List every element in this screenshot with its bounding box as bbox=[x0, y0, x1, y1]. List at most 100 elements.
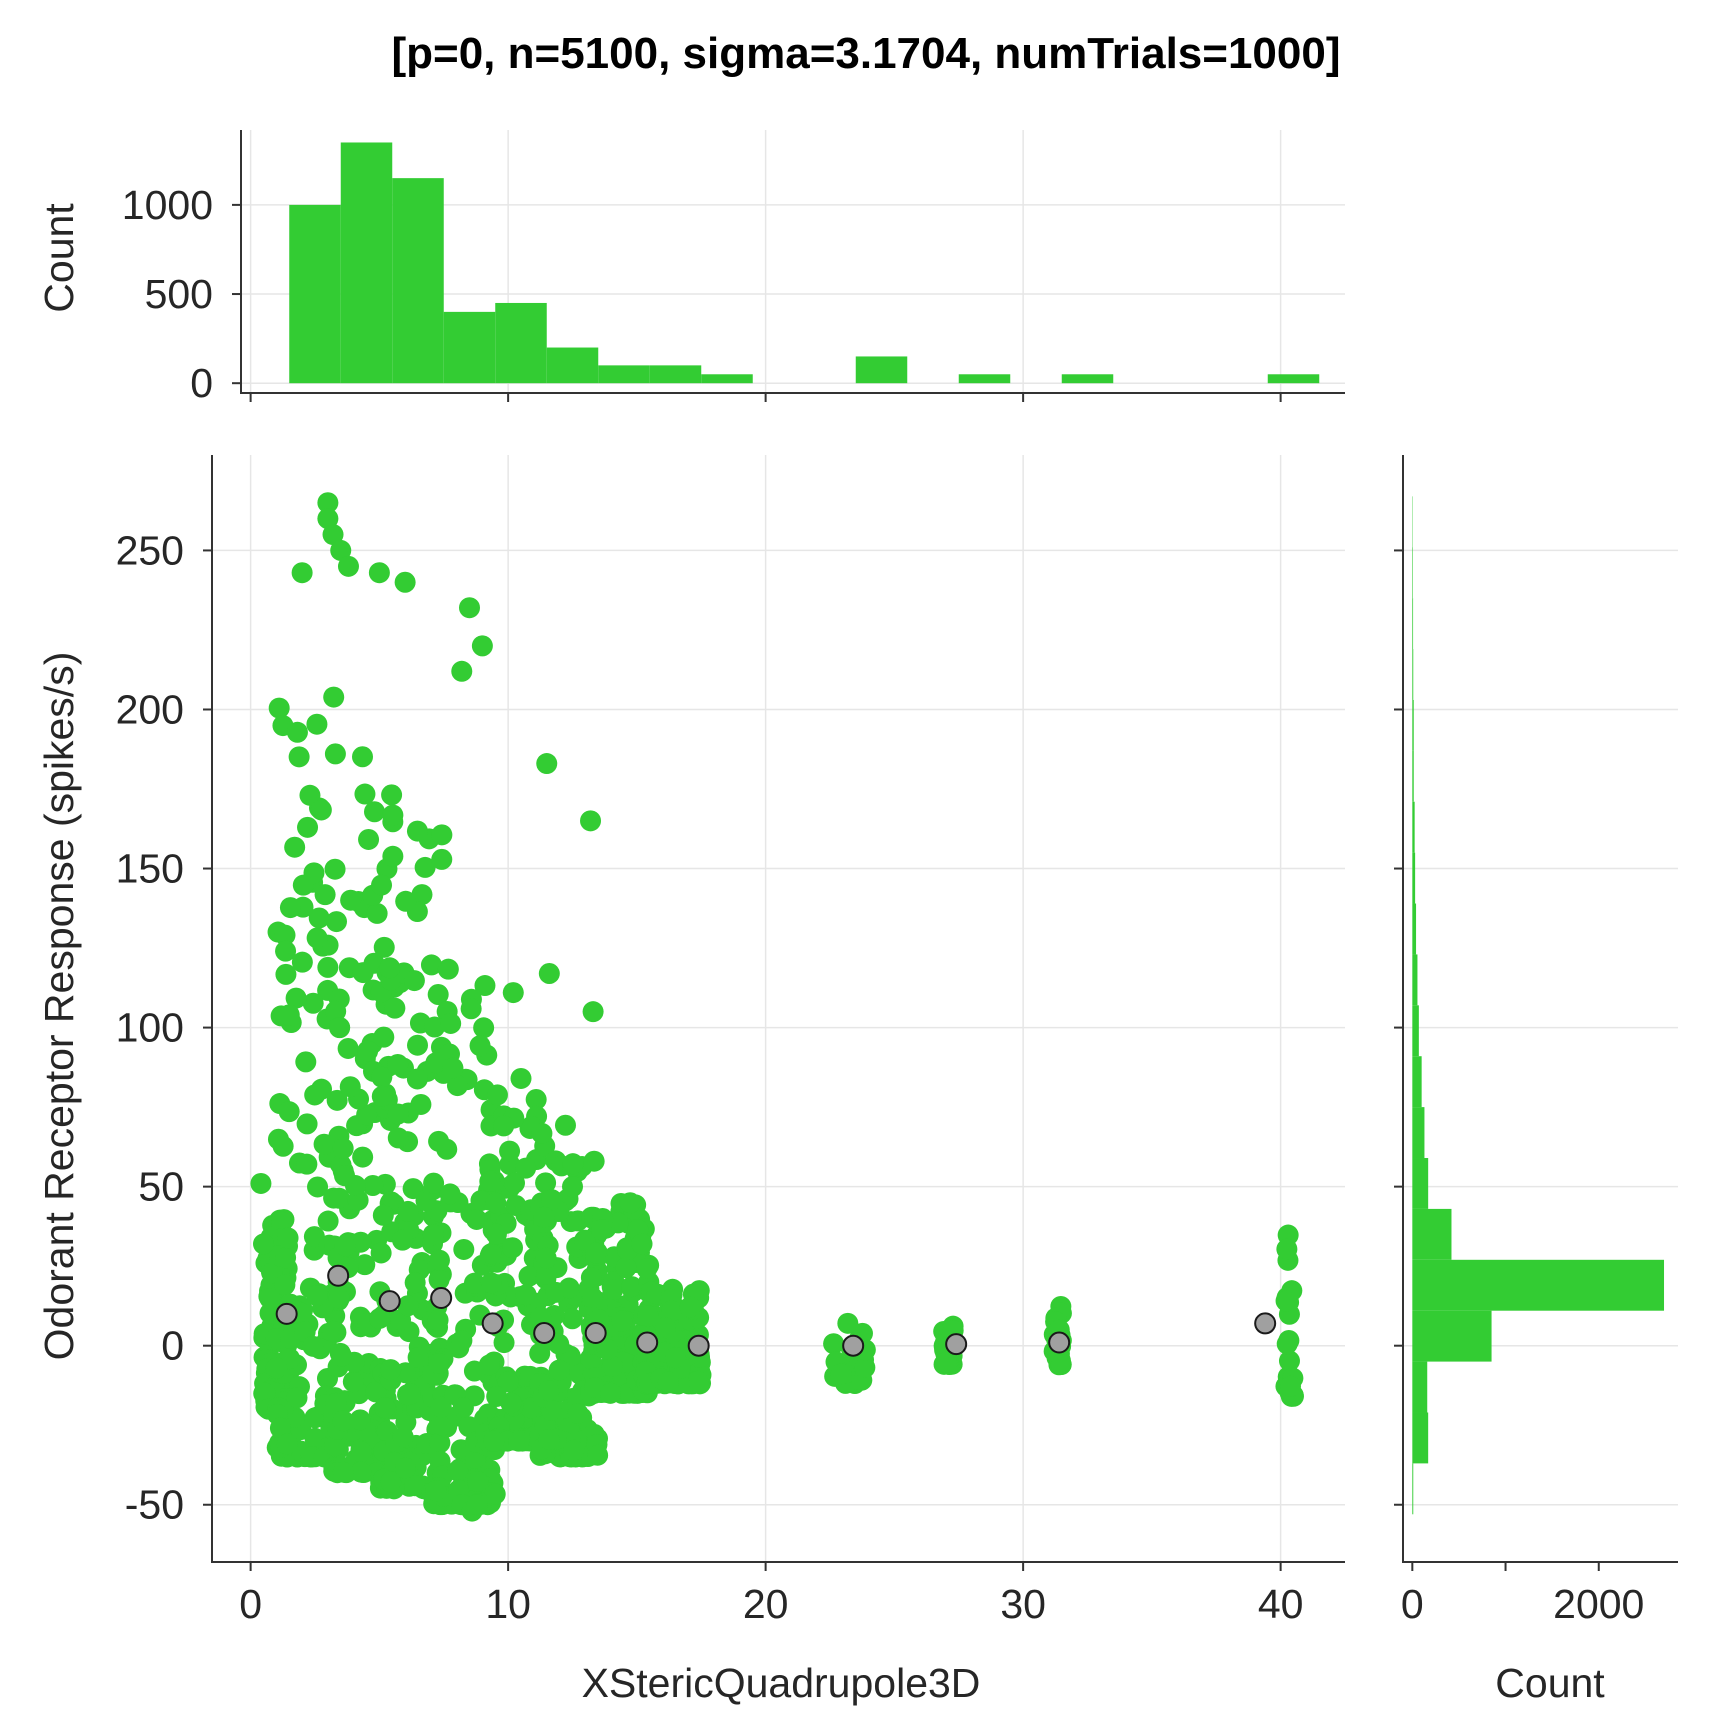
scatter-point bbox=[446, 1075, 468, 1097]
scatter-point bbox=[474, 975, 496, 997]
scatter-point bbox=[411, 884, 433, 906]
right-hist-bar bbox=[1412, 699, 1414, 751]
scatter-point bbox=[439, 1183, 461, 1205]
bin-mean-point bbox=[481, 1312, 504, 1335]
right-hist-bar bbox=[1412, 1361, 1428, 1413]
scatter-point bbox=[515, 1157, 537, 1179]
scatter-point bbox=[580, 810, 602, 832]
bin-mean-point bbox=[842, 1334, 865, 1357]
scatter-point bbox=[307, 1176, 329, 1198]
scatter-point bbox=[596, 1338, 618, 1360]
scatter-point bbox=[493, 1115, 515, 1137]
scatter-point bbox=[381, 784, 403, 806]
scatter-point bbox=[296, 1113, 318, 1135]
x-tick-label: 0 bbox=[239, 1581, 262, 1627]
scatter-point bbox=[317, 508, 339, 530]
scatter-point bbox=[583, 1150, 605, 1172]
scatter-point bbox=[582, 1001, 604, 1023]
scatter-point bbox=[349, 1409, 371, 1431]
scatter-point bbox=[332, 1410, 354, 1432]
scatter-point bbox=[1275, 1290, 1297, 1312]
bin-mean-point bbox=[430, 1286, 453, 1309]
scatter-point bbox=[362, 1175, 384, 1197]
scatter-point bbox=[330, 539, 352, 561]
scatter-point bbox=[285, 987, 307, 1009]
y-tick-label: 50 bbox=[138, 1164, 184, 1210]
scatter-point bbox=[515, 1284, 537, 1306]
scatter-point bbox=[323, 686, 345, 708]
scatter-point bbox=[404, 1475, 426, 1497]
scatter-point bbox=[288, 746, 310, 768]
scatter-point bbox=[558, 1277, 580, 1299]
y-tick-label: 150 bbox=[116, 846, 184, 892]
scatter-point bbox=[499, 1140, 521, 1162]
scatter-point bbox=[587, 1444, 609, 1466]
scatter-point bbox=[350, 1461, 372, 1483]
bin-mean-point bbox=[687, 1334, 710, 1357]
scatter-point bbox=[636, 1258, 658, 1280]
scatter-point bbox=[324, 1435, 346, 1457]
scatter-point bbox=[486, 1084, 508, 1106]
scatter-point bbox=[428, 1249, 450, 1271]
scatter-point bbox=[428, 1130, 450, 1152]
scatter-point bbox=[404, 1272, 426, 1294]
scatter-point bbox=[422, 1224, 444, 1246]
scatter-point bbox=[410, 1093, 432, 1115]
scatter-point bbox=[275, 940, 297, 962]
scatter-point bbox=[382, 804, 404, 826]
scatter-point bbox=[460, 998, 482, 1020]
scatter-point bbox=[325, 1000, 347, 1022]
scatter-point bbox=[269, 1417, 291, 1439]
scatter-point bbox=[425, 1480, 447, 1502]
scatter-point bbox=[407, 1346, 429, 1368]
right-hist-bar bbox=[1412, 1056, 1422, 1108]
scatter-point bbox=[471, 635, 493, 657]
scatter-point bbox=[535, 1247, 557, 1269]
scatter-point bbox=[502, 982, 524, 1004]
scatter-point bbox=[292, 874, 314, 896]
top-hist-bar bbox=[598, 365, 650, 384]
right-hist-bar bbox=[1412, 750, 1414, 802]
scatter-point bbox=[541, 1189, 563, 1211]
bin-mean-point bbox=[533, 1321, 556, 1344]
scatter-point bbox=[314, 884, 336, 906]
scatter-point bbox=[403, 970, 425, 992]
scatter-point bbox=[420, 954, 442, 976]
bin-mean-point bbox=[1254, 1312, 1277, 1335]
scatter-point bbox=[278, 1004, 300, 1026]
scatter-point bbox=[431, 824, 453, 846]
scatter-point bbox=[538, 1380, 560, 1402]
right-hist-bar bbox=[1412, 852, 1416, 904]
top-hist-bar bbox=[289, 204, 341, 384]
bin-mean-point bbox=[327, 1264, 350, 1287]
scatter-point bbox=[337, 1037, 359, 1059]
scatter-point bbox=[479, 1170, 501, 1192]
scatter-point bbox=[480, 1243, 502, 1265]
scatter-point bbox=[397, 1295, 419, 1317]
scatter-point bbox=[480, 1272, 502, 1294]
scatter-point bbox=[529, 1342, 551, 1364]
scatter-point bbox=[342, 1371, 364, 1393]
scatter-point bbox=[535, 1172, 557, 1194]
scatter-point bbox=[395, 890, 417, 912]
main-axes-spine bbox=[211, 455, 1345, 1563]
scatter-point bbox=[497, 1371, 519, 1393]
scatter-point bbox=[328, 1288, 350, 1310]
scatter-point bbox=[407, 1034, 429, 1056]
scatter-point bbox=[250, 1172, 272, 1194]
right-x-tick-label: 2000 bbox=[1553, 1581, 1644, 1627]
scatter-point bbox=[371, 874, 393, 896]
scatter-point bbox=[352, 746, 374, 768]
scatter-point bbox=[599, 1382, 621, 1404]
scatter-point bbox=[331, 1345, 353, 1367]
y-tick-label: 250 bbox=[116, 527, 184, 573]
scatter-point bbox=[329, 1017, 351, 1039]
scatter-point bbox=[372, 1204, 394, 1226]
scatter-point bbox=[253, 1233, 274, 1255]
scatter-point bbox=[567, 1402, 589, 1424]
scatter-point bbox=[473, 1017, 495, 1039]
scatter-point bbox=[357, 1040, 379, 1062]
top-y-tick-label: 0 bbox=[190, 360, 213, 406]
scatter-point bbox=[1276, 1238, 1298, 1260]
scatter-point bbox=[339, 1076, 361, 1098]
